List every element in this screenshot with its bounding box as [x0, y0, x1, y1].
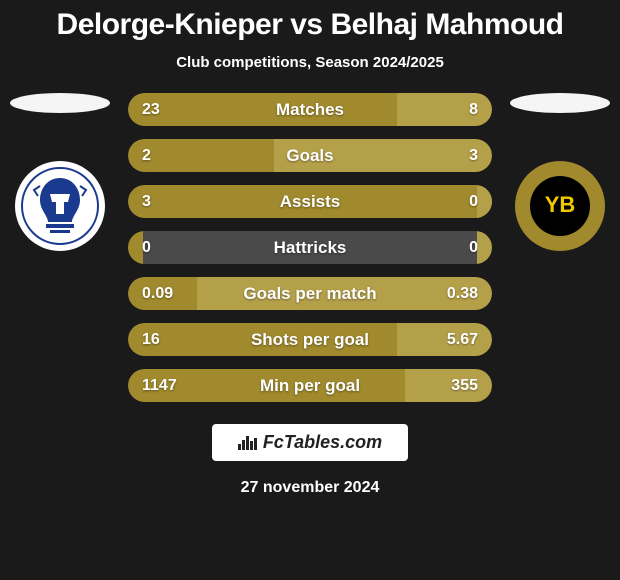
stats-column: 238Matches23Goals30Assists00Hattricks0.0…	[120, 93, 500, 402]
stat-value-left: 16	[142, 331, 160, 349]
site-logo[interactable]: FcTables.com	[212, 424, 408, 461]
stat-row: 16 5.67 Shots per goal	[128, 323, 492, 356]
stat-label: Assists	[280, 192, 340, 212]
young-boys-crest-icon: YB BSC YOUNG BOYS	[520, 166, 600, 246]
player2-club-crest: YB BSC YOUNG BOYS	[515, 161, 605, 251]
stat-row: 3 0 Assists	[128, 185, 492, 218]
logo-bars-icon	[238, 436, 257, 450]
stat-label: Shots per goal	[251, 330, 369, 350]
site-name: FcTables.com	[263, 432, 382, 453]
stat-fill-right	[477, 231, 492, 264]
stat-label: Matches	[276, 100, 344, 120]
stat-value-left: 0.09	[142, 285, 173, 303]
stat-label: Goals per match	[243, 284, 376, 304]
player2-column: YB BSC YOUNG BOYS	[500, 93, 620, 251]
stat-row: 0 0 Hattricks	[128, 231, 492, 264]
stat-value-right: 8	[469, 101, 478, 119]
svg-text:BSC YOUNG BOYS: BSC YOUNG BOYS	[520, 166, 575, 168]
stat-value-left: 23	[142, 101, 160, 119]
stat-fill-left	[128, 93, 397, 126]
stat-value-left: 0	[142, 239, 151, 257]
player1-photo-placeholder	[10, 93, 110, 113]
stat-row: 2 3 Goals	[128, 139, 492, 172]
footer-date: 27 november 2024	[241, 479, 380, 497]
stat-label: Min per goal	[260, 376, 360, 396]
stat-label: Goals	[286, 146, 333, 166]
stat-label: Hattricks	[274, 238, 347, 258]
player1-column	[0, 93, 120, 251]
stat-row: 1147 355 Min per goal	[128, 369, 492, 402]
page-title: Delorge-Knieper vs Belhaj Mahmoud	[57, 8, 564, 42]
stat-value-right: 3	[469, 147, 478, 165]
stat-value-left: 3	[142, 193, 151, 211]
stat-value-left: 2	[142, 147, 151, 165]
svg-text:YB: YB	[545, 192, 576, 217]
main-row: 238Matches23Goals30Assists00Hattricks0.0…	[0, 93, 620, 402]
stat-value-right: 5.67	[447, 331, 478, 349]
stat-value-left: 1147	[142, 377, 177, 395]
player2-photo-placeholder	[510, 93, 610, 113]
stat-value-right: 0	[469, 193, 478, 211]
stat-fill-right	[405, 369, 492, 402]
stat-value-right: 0.38	[447, 285, 478, 303]
comparison-container: Delorge-Knieper vs Belhaj Mahmoud Club c…	[0, 0, 620, 580]
stat-value-right: 0	[469, 239, 478, 257]
stat-row: 23 8 Matches	[128, 93, 492, 126]
stat-value-right: 355	[451, 377, 478, 395]
stat-row: 0.09 0.38 Goals per match	[128, 277, 492, 310]
stat-fill-left	[128, 231, 143, 264]
gent-crest-icon	[20, 166, 100, 246]
player1-club-crest	[15, 161, 105, 251]
subtitle: Club competitions, Season 2024/2025	[176, 54, 444, 71]
